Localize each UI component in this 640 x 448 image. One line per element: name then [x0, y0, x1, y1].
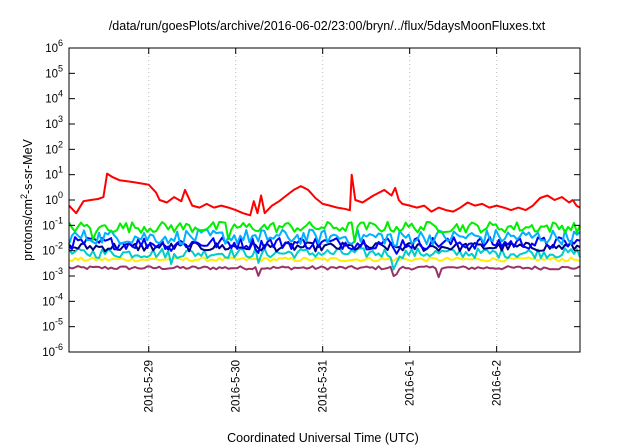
- y-axis-label: protons/cm2-s-sr-MeV: [19, 138, 35, 260]
- y-tick-exponent: -1: [55, 215, 63, 225]
- y-tick-label: 101: [45, 165, 63, 182]
- y-tick-label: 103: [45, 114, 63, 131]
- y-tick-label: 10-6: [42, 342, 63, 359]
- y-tick-exponent: 4: [58, 89, 63, 99]
- x-tick-label: 2016-5-31: [318, 360, 330, 412]
- series-line: [68, 247, 581, 271]
- x-tick-labels: 2016-5-29 2016-5-30 2016-5-31 2016-6-1 2016-…: [144, 360, 504, 412]
- y-tick-exponent: 1: [58, 165, 63, 175]
- y-tick-base: 10: [42, 296, 55, 308]
- y-tick-label: 10-1: [42, 215, 63, 232]
- y-tick-base: 10: [45, 68, 58, 80]
- y-tick-label: 104: [45, 89, 63, 106]
- y-tick-base: 10: [45, 170, 58, 182]
- y-tick-base: 10: [42, 347, 55, 359]
- x-axis-label: Coordinated Universal Time (UTC): [227, 431, 419, 445]
- series-line: [68, 172, 581, 217]
- x-tick-label: 2016-6-1: [405, 360, 417, 406]
- y-tick-label: 10-5: [42, 317, 63, 334]
- series-line: [68, 241, 581, 253]
- y-tick-exponent: 2: [58, 139, 63, 149]
- y-tick-exponent: 3: [58, 114, 63, 124]
- y-tick-base: 10: [45, 94, 58, 106]
- y-tick-base: 10: [45, 119, 58, 131]
- y-axis-label-suffix: -s-sr-MeV: [21, 138, 35, 194]
- chart-title: /data/run/goesPlots/archive/2016-06-02/2…: [109, 19, 546, 33]
- y-tick-label: 10-2: [42, 241, 63, 258]
- y-tick-base: 10: [45, 195, 58, 207]
- y-tick-exponent: 0: [58, 190, 63, 200]
- series-line: [68, 220, 581, 243]
- y-tick-exponent: 5: [58, 63, 63, 73]
- y-tick-base: 10: [45, 144, 58, 156]
- axis-ticks: [69, 47, 580, 353]
- series-line: [68, 228, 581, 247]
- x-tick-label: 2016-6-2: [492, 360, 504, 406]
- series-line: [68, 265, 581, 279]
- y-tick-exponent: -2: [55, 241, 63, 251]
- y-tick-label: 10-3: [42, 266, 63, 283]
- y-tick-base: 10: [42, 322, 55, 334]
- y-tick-label: 106: [45, 38, 63, 55]
- x-tick-label: 2016-5-29: [144, 360, 156, 412]
- y-tick-label: 100: [45, 190, 63, 207]
- y-tick-exponent: -6: [55, 342, 63, 352]
- y-tick-exponent: 6: [58, 38, 63, 48]
- y-axis-label-sup: 2: [19, 194, 29, 199]
- series-line: [68, 236, 581, 255]
- series-line: [68, 256, 581, 263]
- x-tick-label: 2016-5-30: [231, 360, 243, 412]
- y-tick-exponent: -3: [55, 266, 63, 276]
- y-tick-labels: 10-610-510-410-310-210-11001011021031041…: [42, 38, 63, 359]
- grid: [148, 48, 498, 352]
- y-tick-exponent: -5: [55, 317, 63, 327]
- y-tick-base: 10: [45, 43, 58, 55]
- y-tick-exponent: -4: [55, 291, 63, 301]
- y-tick-label: 102: [45, 139, 63, 156]
- y-tick-label: 105: [45, 63, 63, 80]
- y-tick-base: 10: [42, 271, 55, 283]
- y-tick-base: 10: [42, 246, 55, 258]
- series-lines: [68, 172, 581, 279]
- y-tick-base: 10: [42, 220, 55, 232]
- y-axis-label-prefix: protons/cm: [21, 199, 35, 261]
- y-tick-label: 10-4: [42, 291, 63, 308]
